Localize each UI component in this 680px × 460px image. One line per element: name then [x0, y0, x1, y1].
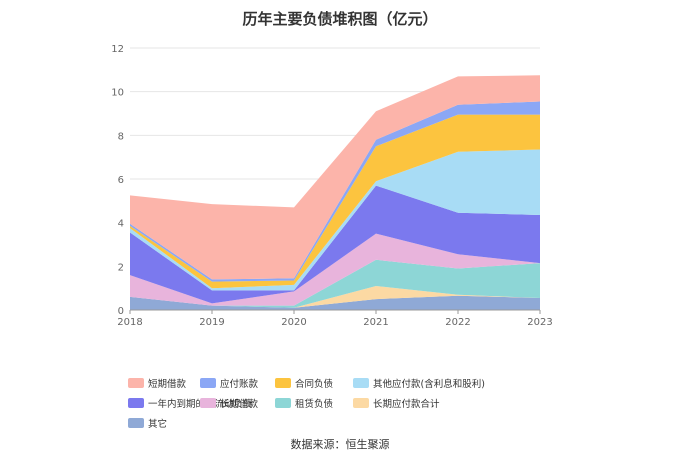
- legend-item[interactable]: 长期应付款合计: [353, 396, 553, 410]
- chart-title: 历年主要负债堆积图（亿元）: [242, 10, 438, 28]
- area-series-3: [130, 233, 540, 306]
- legend-item[interactable]: 其他应付款(含利息和股利): [353, 376, 553, 390]
- legend-item[interactable]: 一年内到期的非流动负债: [128, 396, 253, 410]
- x-tick-label: 2020: [281, 317, 306, 328]
- legend-label: 合同负债: [295, 379, 334, 390]
- legend-item[interactable]: 租赁负债: [275, 396, 353, 410]
- legend-label: 其它: [148, 419, 168, 430]
- axes: 0 2 4 6 8 10 12 2018 2019 2020 2021 2022 2023: [111, 44, 552, 328]
- y-tick-label: 6: [118, 175, 124, 186]
- data-source-note: 数据来源：恒生聚源: [290, 438, 390, 451]
- chart-legend: 短期借款 应付账款 合同负债 其他应付款(含利息和股利) 一年内到期的非流动负债长期借款…: [128, 376, 568, 430]
- legend-item[interactable]: 应付账款: [200, 376, 275, 390]
- area-series-5: [130, 149, 540, 291]
- legend-item[interactable]: 合同负债: [275, 376, 353, 390]
- x-tick-label: 2021: [363, 317, 388, 328]
- area-series-6: [130, 114, 540, 289]
- x-tick-label: 2022: [445, 317, 470, 328]
- y-tick-label: 2: [118, 262, 124, 273]
- area-series-4: [130, 185, 540, 304]
- legend-label: 其他应付款(含利息和股利): [373, 379, 485, 390]
- x-tick-label: 2019: [199, 317, 224, 328]
- y-tick-label: 12: [111, 44, 124, 55]
- x-tick-label: 2023: [527, 317, 552, 328]
- legend-swatch: [128, 398, 144, 408]
- y-tick-label: 0: [118, 306, 124, 317]
- legend-swatch: [353, 378, 369, 388]
- y-tick-label: 8: [118, 131, 124, 142]
- y-tick-label: 10: [111, 88, 124, 99]
- legend-swatch: [128, 418, 144, 428]
- legend-swatch: [275, 378, 291, 388]
- area-series: [130, 75, 540, 310]
- legend-item[interactable]: 短期借款: [128, 376, 200, 390]
- legend-swatch: [128, 378, 144, 388]
- legend-label: 长期借款: [220, 399, 259, 410]
- area-series-8: [130, 75, 540, 280]
- stacked-area-chart: 0 2 4 6 8 10 12 2018 2019 2020 2021 2022 2023: [111, 44, 552, 328]
- legend-swatch: [200, 398, 216, 408]
- legend-label: 短期借款: [148, 379, 187, 390]
- legend-swatch: [275, 398, 291, 408]
- legend-label: 长期应付款合计: [373, 399, 440, 410]
- legend-item[interactable]: 长期借款: [200, 396, 275, 410]
- x-tick-label: 2018: [117, 317, 142, 328]
- area-series-0: [130, 295, 540, 310]
- legend-label: 应付账款: [220, 379, 259, 390]
- y-tick-label: 4: [118, 219, 124, 230]
- legend-item[interactable]: 其它: [128, 416, 200, 430]
- legend-swatch: [200, 378, 216, 388]
- legend-swatch: [353, 398, 369, 408]
- area-series-2: [130, 259, 540, 308]
- legend-label: 租赁负债: [295, 399, 334, 410]
